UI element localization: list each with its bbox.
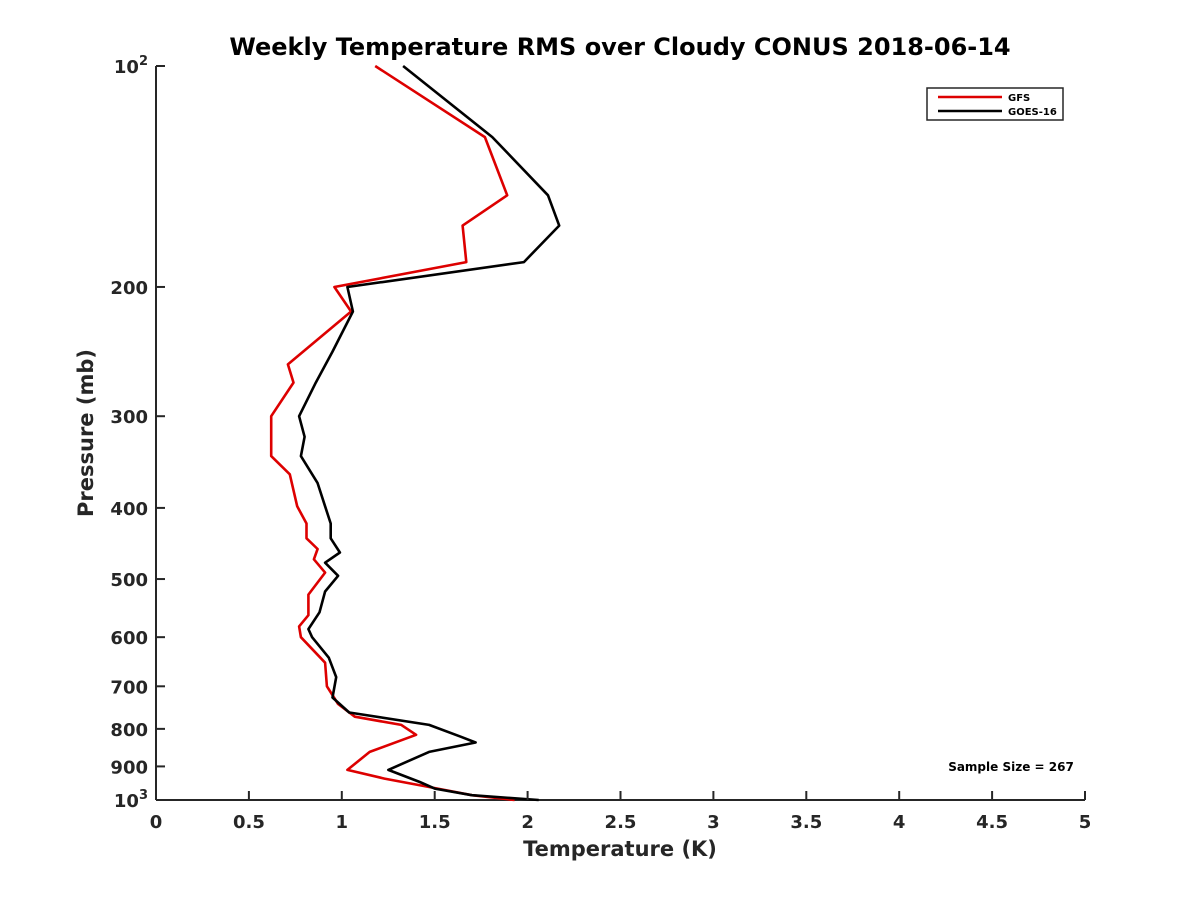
- legend-entry: GOES-16: [1008, 107, 1057, 118]
- series-line-goes-16: [297, 64, 561, 802]
- x-tick-label: 3.5: [790, 812, 822, 833]
- y-tick-label: 200: [110, 278, 148, 299]
- x-tick-label: 2.5: [605, 812, 637, 833]
- legend-entry: GFS: [1008, 93, 1030, 104]
- x-tick-label: 1: [336, 812, 349, 833]
- y-axis-ticks: 102 200 300 400 500 600 700 800 900 103: [110, 54, 165, 812]
- legend: GFS GOES-16: [926, 87, 1064, 121]
- x-tick-label: 0: [150, 812, 163, 833]
- x-tick-label: 1.5: [419, 812, 451, 833]
- x-axis-ticks: 0 0.5 1 1.5 2 2.5 3 3.5 4 4.5 5: [150, 791, 1092, 833]
- y-tick-label: 600: [110, 628, 148, 649]
- x-tick-label: 4: [893, 812, 906, 833]
- y-tick-label: 300: [110, 407, 148, 428]
- x-tick-label: 2: [521, 812, 534, 833]
- x-tick-label: 0.5: [233, 812, 265, 833]
- x-tick-label: 5: [1079, 812, 1092, 833]
- legend-box: [926, 87, 1064, 121]
- series-line-gfs: [269, 64, 515, 802]
- plot-area: [155, 64, 1085, 802]
- y-tick-label: 102: [114, 54, 148, 78]
- x-tick-label: 3: [707, 812, 720, 833]
- y-tick-label: 400: [110, 499, 148, 520]
- x-axis-label: Temperature (K): [523, 837, 717, 861]
- sample-size-annotation: Sample Size = 267: [948, 760, 1074, 774]
- y-tick-label: 700: [110, 677, 148, 698]
- y-tick-label: 103: [114, 788, 148, 812]
- y-tick-label: 800: [110, 720, 148, 741]
- y-tick-label: 900: [110, 757, 148, 778]
- x-tick-label: 4.5: [976, 812, 1008, 833]
- y-axis-label: Pressure (mb): [74, 349, 98, 517]
- chart-title: Weekly Temperature RMS over Cloudy CONUS…: [229, 33, 1010, 61]
- y-tick-label: 500: [110, 570, 148, 591]
